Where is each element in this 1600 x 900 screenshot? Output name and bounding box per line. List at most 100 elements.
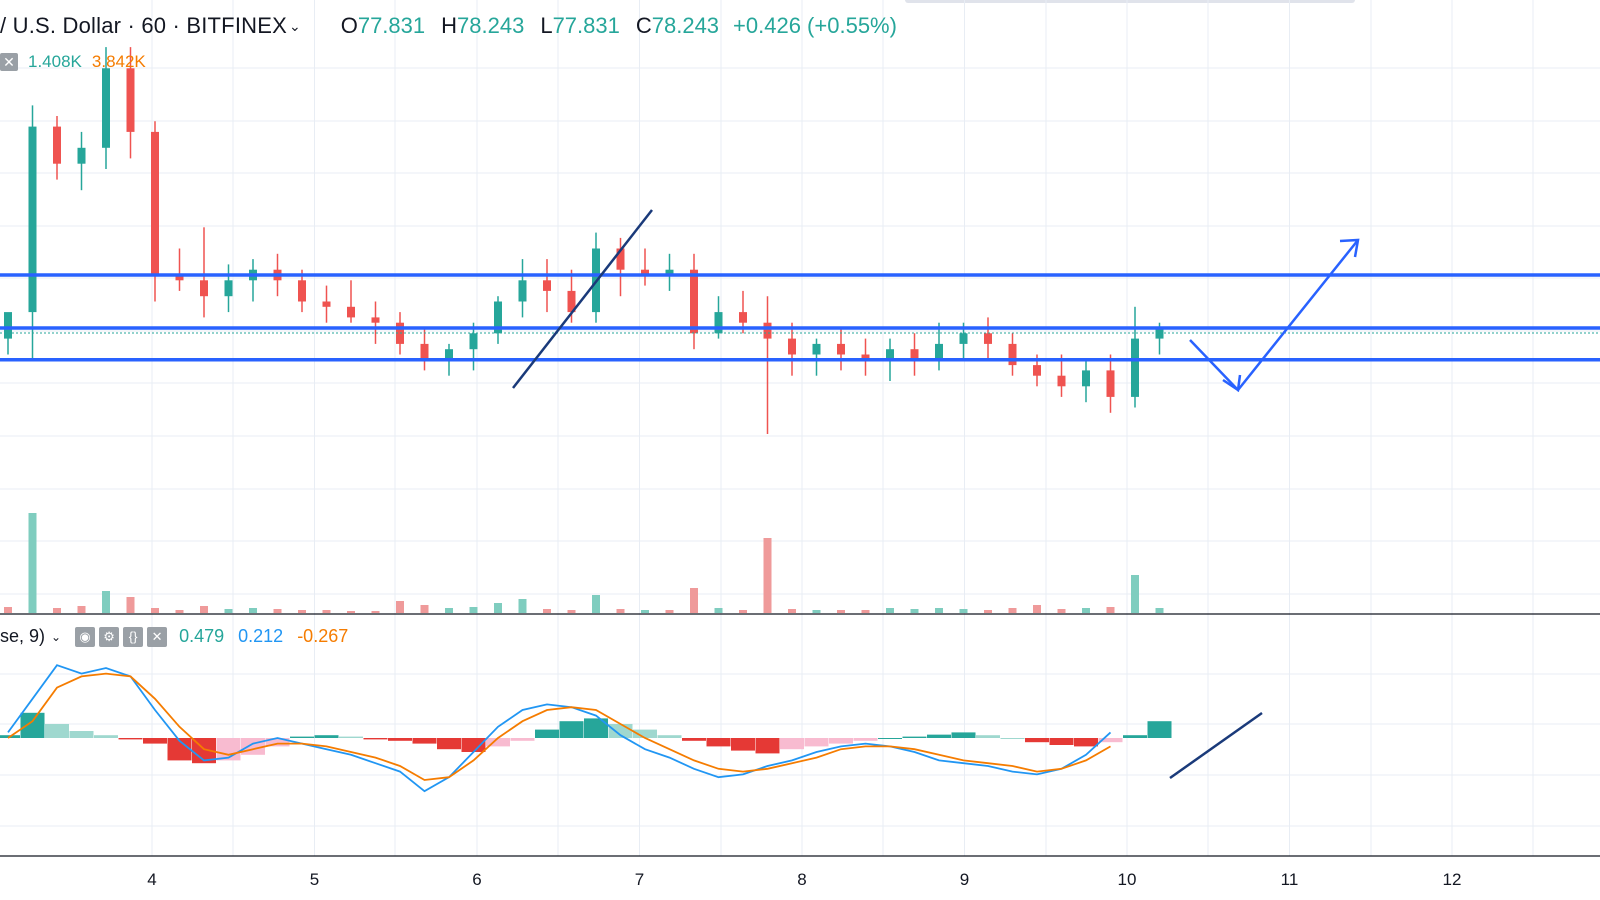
x-tick-label: 7 xyxy=(635,870,644,889)
candle-body xyxy=(4,312,12,339)
macd-histogram-bar xyxy=(1098,738,1123,743)
candle-body xyxy=(518,280,527,302)
macd-histogram-bar xyxy=(951,732,976,738)
macd-histogram-bar xyxy=(510,738,535,741)
signal-value: 0.212 xyxy=(238,626,284,646)
change-value: +0.426 (+0.55%) xyxy=(733,13,897,38)
candle-body xyxy=(494,301,502,334)
volume-bar xyxy=(714,608,723,613)
volume-ma-value: 3.842K xyxy=(91,52,146,71)
macd-histogram-bar xyxy=(682,738,706,741)
volume-bar xyxy=(200,606,208,613)
volume-bar xyxy=(959,609,968,613)
macd-histogram-bar xyxy=(461,738,486,752)
signal-line xyxy=(7,672,1111,781)
volume-bar xyxy=(592,595,600,613)
candle-body xyxy=(347,306,355,318)
volume-bar xyxy=(1131,575,1139,613)
code-icon[interactable]: {} xyxy=(123,626,144,647)
volume-bar xyxy=(1155,608,1164,613)
macd-histogram-bar xyxy=(45,724,69,738)
candle-body xyxy=(788,338,796,355)
macd-histogram-bar xyxy=(412,738,437,744)
macd-value: 0.479 xyxy=(179,626,225,646)
volume-bar xyxy=(665,610,674,613)
macd-histogram-bar xyxy=(1074,738,1098,747)
candle-body xyxy=(935,343,943,360)
gear-icon[interactable]: ⚙ xyxy=(99,626,120,647)
candle-body xyxy=(763,322,772,339)
volume-bar xyxy=(1106,607,1115,613)
candle-body xyxy=(126,68,135,132)
x-tick-label: 10 xyxy=(1118,870,1137,889)
low-label: L xyxy=(540,13,553,38)
macd-histogram-bar xyxy=(829,738,853,744)
volume-bar xyxy=(1008,608,1017,613)
volume-bar xyxy=(616,609,625,613)
macd-histogram-bar xyxy=(69,731,94,738)
macd-histogram-bar xyxy=(706,738,731,747)
candle-body xyxy=(1008,343,1017,366)
symbol-label[interactable]: / U.S. Dollar · 60 · BITFINEX xyxy=(0,13,287,38)
x-tick-label: 12 xyxy=(1443,870,1462,889)
volume-bar xyxy=(763,538,772,613)
volume-bar xyxy=(567,610,576,613)
candle-body xyxy=(1106,370,1115,397)
candle-body xyxy=(984,333,992,344)
volume-bar xyxy=(28,513,37,613)
macd-histogram-bar xyxy=(167,738,192,761)
macd-histogram-bar xyxy=(388,738,412,741)
candle-body xyxy=(298,280,306,302)
close-icon[interactable]: ✕ xyxy=(147,626,168,647)
macd-histogram-bar xyxy=(94,735,118,738)
macd-histogram-bar xyxy=(633,729,657,738)
candle-body xyxy=(812,343,821,355)
candle-body xyxy=(200,280,208,297)
candle-body xyxy=(959,333,968,344)
volume-bar xyxy=(224,609,233,613)
macd-histogram-bar xyxy=(780,738,804,750)
chevron-down-icon[interactable]: ⌄ xyxy=(51,629,62,644)
macd-histogram-bar xyxy=(486,738,510,747)
volume-bar xyxy=(935,608,943,613)
candle-body xyxy=(543,280,551,291)
volume-bar xyxy=(371,611,380,613)
close-label: C xyxy=(635,13,652,38)
macd-histogram-bar xyxy=(1000,738,1025,739)
macd-histogram-bar xyxy=(1025,738,1049,743)
volume-bar xyxy=(175,610,184,613)
volume-bar xyxy=(518,599,527,613)
candle-body xyxy=(616,248,625,270)
macd-histogram-bar xyxy=(584,718,608,738)
open-value: 77.831 xyxy=(357,13,426,38)
candle-body xyxy=(886,349,894,360)
arrow-head-up xyxy=(1339,238,1360,258)
volume-bar xyxy=(396,601,404,613)
volume-bar xyxy=(469,607,478,613)
volume-bar xyxy=(1033,605,1041,613)
close-icon[interactable]: ✕ xyxy=(0,53,18,71)
eye-icon[interactable]: ◉ xyxy=(75,626,96,647)
volume-bar xyxy=(298,610,306,613)
volume-bar xyxy=(543,609,551,613)
macd-histogram-bar xyxy=(339,736,363,738)
candle-body xyxy=(910,349,919,360)
macd-histogram-bar xyxy=(1147,721,1172,738)
volume-bar xyxy=(1057,609,1066,613)
macd-histogram-bar xyxy=(927,734,951,738)
macd-histogram-bar xyxy=(1049,738,1074,745)
macd-histogram-bar xyxy=(731,738,755,751)
volume-bar xyxy=(910,609,919,613)
candle-body xyxy=(420,343,429,360)
x-tick-label: 4 xyxy=(147,870,156,889)
macd-indicator-name[interactable]: se, 9) xyxy=(0,626,46,646)
symbol-header: / U.S. Dollar · 60 · BITFINEX ⌄ O 77.831 … xyxy=(0,10,897,42)
candle-body xyxy=(224,280,233,297)
candle-body xyxy=(445,349,453,360)
arrow-head-down xyxy=(1222,374,1242,393)
volume-bar xyxy=(494,603,502,613)
macd-histogram-bar xyxy=(559,721,584,738)
chevron-down-icon[interactable]: ⌄ xyxy=(288,17,301,34)
